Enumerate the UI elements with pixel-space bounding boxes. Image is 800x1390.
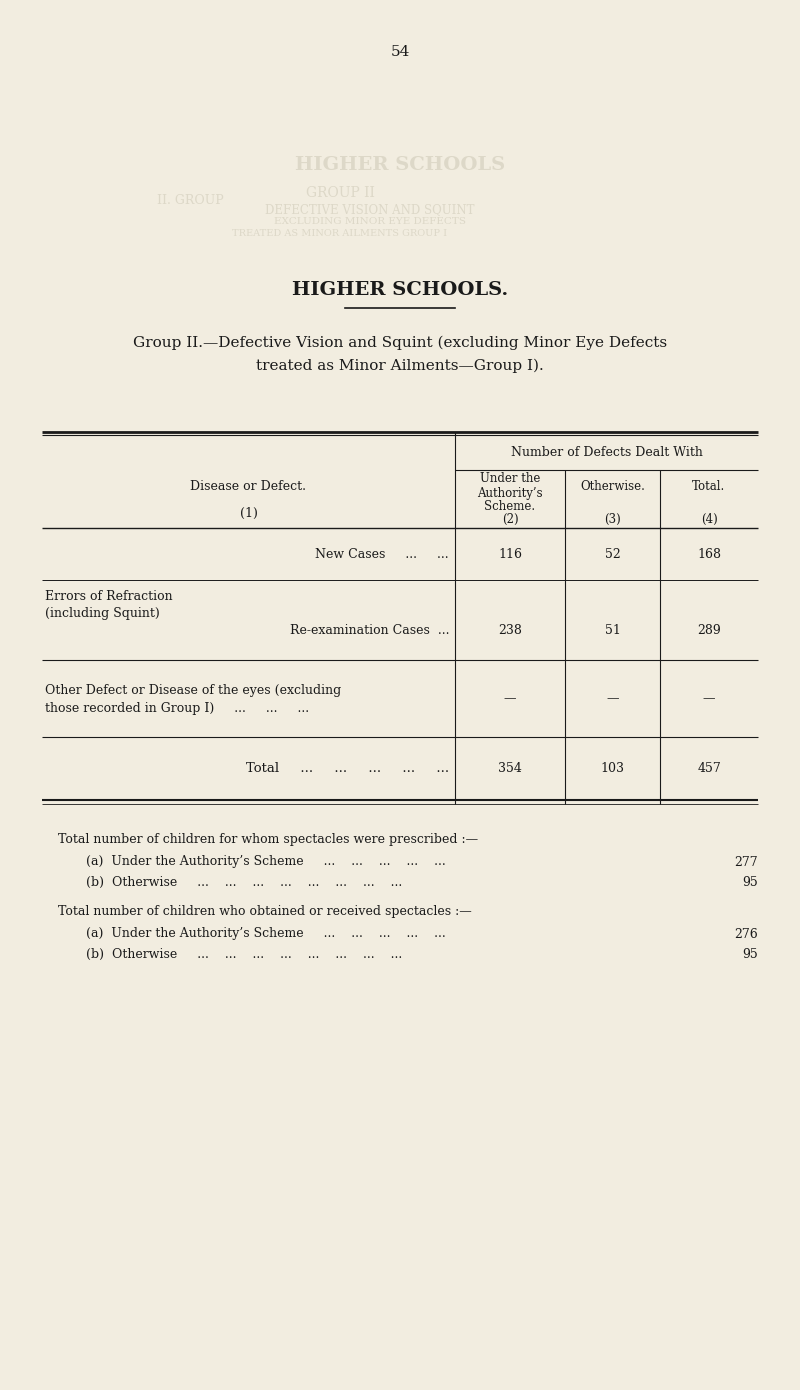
Text: Under the: Under the — [480, 473, 540, 485]
Text: Re-examination Cases  ...: Re-examination Cases ... — [290, 624, 449, 637]
Text: II. GROUP: II. GROUP — [157, 193, 223, 207]
Text: Authority’s: Authority’s — [477, 486, 543, 499]
Text: (including Squint): (including Squint) — [45, 607, 160, 620]
Text: (4): (4) — [701, 513, 718, 525]
Text: TREATED AS MINOR AILMENTS GROUP I: TREATED AS MINOR AILMENTS GROUP I — [233, 228, 447, 238]
Text: (b)  Otherwise     ...    ...    ...    ...    ...    ...    ...    ...: (b) Otherwise ... ... ... ... ... ... ..… — [86, 876, 402, 888]
Text: Other Defect or Disease of the eyes (excluding: Other Defect or Disease of the eyes (exc… — [45, 684, 342, 696]
Text: —: — — [702, 692, 715, 705]
Text: treated as Minor Ailments—Group I).: treated as Minor Ailments—Group I). — [256, 359, 544, 373]
Text: Total     ...     ...     ...     ...     ...: Total ... ... ... ... ... — [246, 762, 449, 776]
Text: Scheme.: Scheme. — [485, 500, 535, 513]
Text: (b)  Otherwise     ...    ...    ...    ...    ...    ...    ...    ...: (b) Otherwise ... ... ... ... ... ... ..… — [86, 948, 402, 960]
Text: Total.: Total. — [692, 481, 726, 493]
Text: (3): (3) — [604, 513, 621, 525]
Text: 103: 103 — [601, 762, 625, 776]
Text: (a)  Under the Authority’s Scheme     ...    ...    ...    ...    ...: (a) Under the Authority’s Scheme ... ...… — [86, 855, 446, 869]
Text: —: — — [606, 692, 618, 705]
Text: (a)  Under the Authority’s Scheme     ...    ...    ...    ...    ...: (a) Under the Authority’s Scheme ... ...… — [86, 927, 446, 941]
Text: DEFECTIVE VISION AND SQUINT: DEFECTIVE VISION AND SQUINT — [266, 203, 474, 217]
Text: 51: 51 — [605, 624, 621, 637]
Text: EXCLUDING MINOR EYE DEFECTS: EXCLUDING MINOR EYE DEFECTS — [274, 217, 466, 227]
Text: 52: 52 — [605, 548, 620, 560]
Text: (2): (2) — [502, 513, 518, 525]
Text: HIGHER SCHOOLS.: HIGHER SCHOOLS. — [292, 281, 508, 299]
Text: 457: 457 — [697, 762, 721, 776]
Text: 276: 276 — [734, 927, 758, 941]
Text: Disease or Defect.: Disease or Defect. — [190, 481, 306, 493]
Text: Group II.—Defective Vision and Squint (excluding Minor Eye Defects: Group II.—Defective Vision and Squint (e… — [133, 336, 667, 350]
Text: Otherwise.: Otherwise. — [580, 481, 645, 493]
Text: 95: 95 — [742, 948, 758, 960]
Text: 354: 354 — [498, 762, 522, 776]
Text: HIGHER SCHOOLS: HIGHER SCHOOLS — [295, 156, 505, 174]
Text: (1): (1) — [239, 506, 258, 520]
Text: 54: 54 — [390, 44, 410, 58]
Text: 277: 277 — [734, 855, 758, 869]
Text: New Cases     ...     ...: New Cases ... ... — [315, 548, 449, 560]
Text: those recorded in Group I)     ...     ...     ...: those recorded in Group I) ... ... ... — [45, 702, 309, 714]
Text: 95: 95 — [742, 876, 758, 888]
Text: Total number of children who obtained or received spectacles :—: Total number of children who obtained or… — [58, 905, 472, 919]
Text: 289: 289 — [697, 624, 721, 637]
Text: —: — — [504, 692, 516, 705]
Text: Errors of Refraction: Errors of Refraction — [45, 591, 173, 603]
Text: Total number of children for whom spectacles were prescribed :—: Total number of children for whom specta… — [58, 834, 478, 847]
Text: 238: 238 — [498, 624, 522, 637]
Text: GROUP II: GROUP II — [306, 186, 374, 200]
Text: 168: 168 — [697, 548, 721, 560]
Text: 116: 116 — [498, 548, 522, 560]
Text: Number of Defects Dealt With: Number of Defects Dealt With — [510, 446, 702, 460]
